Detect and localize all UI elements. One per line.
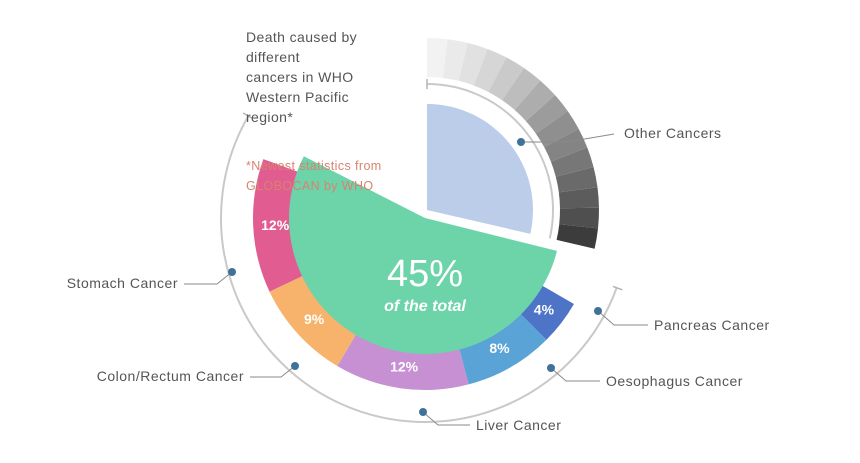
- leader-line-colon-rectum-cancer: [250, 365, 296, 378]
- other-breakdown-segment: [502, 67, 541, 110]
- other-breakdown-segment: [442, 39, 468, 81]
- other-breakdown-segment: [458, 42, 488, 86]
- source-note-line: GLOBOCAN by WHO: [246, 179, 374, 193]
- leader-line-liver-cancer: [422, 411, 470, 426]
- other-breakdown-segment: [514, 80, 555, 122]
- center-total-value: 45%: [387, 253, 463, 295]
- other-breakdown-segment: [473, 48, 507, 92]
- slice-label-colon-rectum-cancer: 9%: [304, 311, 325, 327]
- legend-label-oesophagus-cancer: Oesophagus Cancer: [606, 373, 743, 389]
- other-breakdown-segment: [555, 167, 598, 193]
- bracket-rings: [219, 79, 623, 424]
- other-breakdown-segment: [535, 111, 579, 148]
- callout-dot-oesophagus-cancer: [547, 364, 555, 372]
- main-bracket-arc: [219, 115, 618, 424]
- slice-label-oesophagus-cancer: 8%: [489, 340, 510, 356]
- bracket-tick: [612, 285, 623, 291]
- other-breakdown-segment: [427, 38, 448, 78]
- chart-title-line: region*: [246, 109, 294, 125]
- other-breakdown-segment: [550, 147, 594, 177]
- category-callouts: Pancreas Cancer Oesophagus Cancer Liver Ca…: [67, 125, 770, 433]
- center-total-caption: of the total: [384, 298, 466, 315]
- callout-dot-pancreas-cancer: [594, 307, 602, 315]
- chart-title: Death caused by different cancers in WHO…: [246, 27, 406, 127]
- highlight-disc: [288, 156, 557, 355]
- other-breakdown-segment: [558, 187, 599, 209]
- slice-label-liver-cancer: 12%: [390, 359, 419, 375]
- source-note: *Newest statistics from GLOBOCAN by WHO: [246, 156, 421, 196]
- chart-title-line: Western Pacific: [246, 89, 349, 105]
- legend-label-other-cancers: Other Cancers: [624, 125, 722, 141]
- leader-line-pancreas-cancer: [597, 310, 648, 326]
- callout-dot-liver-cancer: [419, 408, 427, 416]
- chart-title-line: Death caused by: [246, 29, 358, 45]
- bracket-tick: [242, 112, 253, 119]
- slice-label-stomach-cancer: 12%: [261, 217, 290, 233]
- other-breakdown-segment: [559, 207, 599, 229]
- chart-title-line: cancers in WHO: [246, 69, 354, 85]
- callout-dot-other-cancers: [517, 138, 525, 146]
- callout-dot-stomach-cancer: [228, 268, 236, 276]
- other-breakdown-segment: [525, 95, 568, 134]
- leader-line-stomach-cancer: [184, 271, 233, 285]
- legend-label-stomach-cancer: Stomach Cancer: [67, 275, 178, 291]
- slice-label-pancreas-cancer: 4%: [534, 301, 555, 317]
- other-breakdown-segment: [488, 57, 525, 101]
- percentage-labels: 4% 8% 12% 9% 12%: [261, 217, 554, 375]
- other-bracket-arc: [426, 83, 554, 239]
- other-breakdown-segment: [544, 128, 588, 162]
- legend-label-colon-rectum-cancer: Colon/Rectum Cancer: [97, 368, 244, 384]
- highlight-disc-shape: [288, 156, 557, 355]
- legend-label-liver-cancer: Liver Cancer: [476, 417, 561, 433]
- chart-title-line: different: [246, 49, 300, 65]
- callout-dot-colon-rectum-cancer: [291, 362, 299, 370]
- other-breakdown-segment: [556, 224, 599, 249]
- leader-line-other-cancers: [521, 133, 615, 143]
- slice-other-cancers: [427, 104, 533, 234]
- leader-line-oesophagus-cancer: [550, 367, 600, 382]
- legend-label-pancreas-cancer: Pancreas Cancer: [654, 317, 770, 333]
- other-cancers-breakdown-ring: [427, 38, 599, 249]
- source-note-line: *Newest statistics from: [246, 159, 382, 173]
